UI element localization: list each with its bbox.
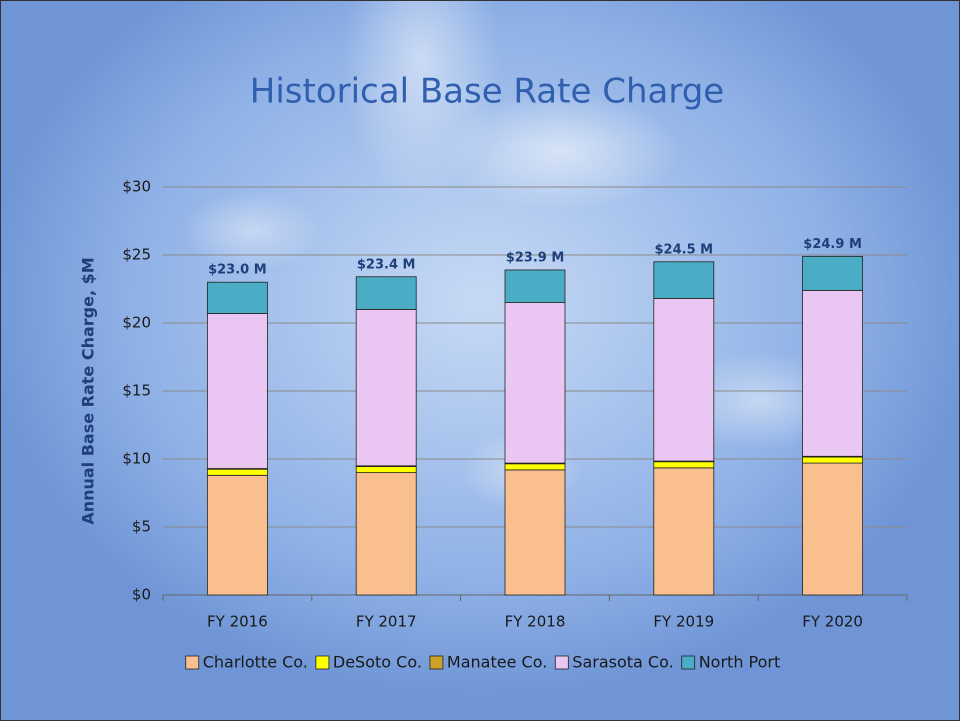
legend-swatch: [555, 656, 568, 669]
y-tick-label: $25: [122, 246, 151, 264]
bar-segment: [356, 309, 416, 465]
chart: Historical Base Rate Charge Annual Base …: [1, 1, 959, 720]
legend-swatch: [430, 656, 443, 669]
bar-segment: [654, 468, 714, 595]
bar-segment: [505, 270, 565, 303]
total-label: $23.9 M: [506, 250, 565, 265]
y-axis-label: Annual Base Rate Charge, $M: [79, 257, 98, 524]
x-tick-label: FY 2019: [653, 613, 714, 631]
bar-segment: [803, 463, 863, 595]
y-tick-label: $30: [122, 178, 151, 196]
x-tick-label: FY 2020: [802, 613, 863, 631]
y-tick-label: $10: [122, 450, 151, 468]
legend-label: Manatee Co.: [447, 653, 547, 672]
bar-segment: [654, 262, 714, 299]
bar-segment: [803, 457, 863, 463]
bar-segment: [803, 290, 863, 456]
legend-swatch: [682, 656, 695, 669]
y-tick-label: $15: [122, 382, 151, 400]
bar-segment: [505, 303, 565, 463]
total-label: $23.4 M: [357, 257, 416, 272]
x-tick-label: FY 2016: [207, 613, 268, 631]
x-tick-label: FY 2018: [505, 613, 566, 631]
legend-label: North Port: [699, 653, 781, 672]
total-label: $23.0 M: [208, 263, 267, 278]
y-tick-label: $0: [132, 586, 151, 604]
bar-segment: [654, 462, 714, 468]
legend-swatch: [186, 656, 199, 669]
bar-segment: [207, 475, 267, 595]
legend-swatch: [316, 656, 329, 669]
bar-segment: [505, 464, 565, 470]
bar-segment: [356, 277, 416, 310]
legend-label: DeSoto Co.: [333, 653, 422, 672]
bar-segment: [207, 469, 267, 475]
bar-segment: [654, 299, 714, 462]
x-tick-label: FY 2017: [356, 613, 417, 631]
total-label: $24.5 M: [655, 242, 714, 257]
y-tick-label: $5: [132, 518, 151, 536]
chart-title: Historical Base Rate Charge: [250, 72, 724, 112]
bar-segment: [356, 466, 416, 472]
bar-segment: [803, 256, 863, 290]
legend-label: Sarasota Co.: [572, 653, 673, 672]
bar-segment: [207, 313, 267, 468]
bar-segment: [356, 473, 416, 595]
slide: Historical Base Rate Charge Annual Base …: [0, 0, 960, 721]
bar-segment: [505, 470, 565, 595]
legend-label: Charlotte Co.: [203, 653, 308, 672]
bar-segment: [207, 282, 267, 313]
total-label: $24.9 M: [803, 237, 862, 252]
y-tick-label: $20: [122, 314, 151, 332]
